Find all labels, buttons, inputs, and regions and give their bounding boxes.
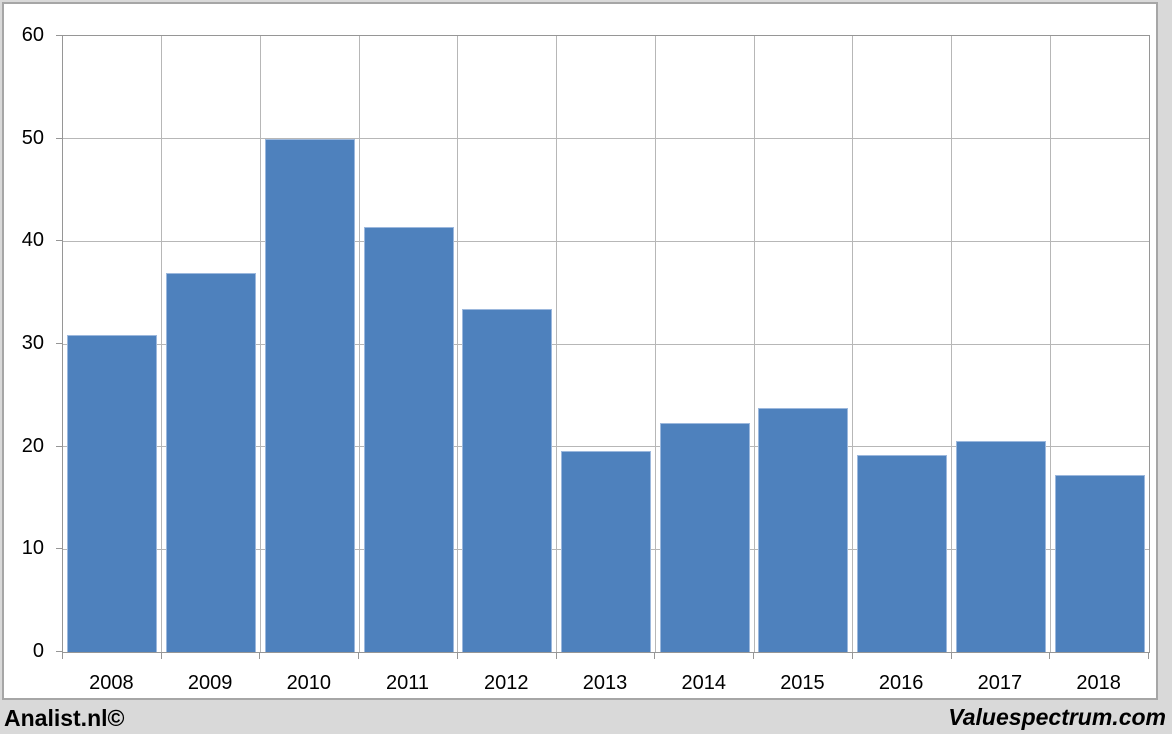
bar-2014 bbox=[659, 423, 750, 652]
v-gridline-8 bbox=[852, 36, 854, 652]
x-tick-label-2013: 2013 bbox=[582, 672, 628, 694]
h-gridline-50 bbox=[63, 138, 1149, 140]
x-tick-2 bbox=[259, 653, 260, 659]
bar-2018 bbox=[1054, 475, 1145, 652]
x-tick-label-2017: 2017 bbox=[977, 672, 1023, 694]
x-tick-label-2018: 2018 bbox=[1076, 672, 1121, 694]
x-tick-10 bbox=[1049, 653, 1050, 659]
bar-2009 bbox=[166, 273, 257, 652]
y-tick-label-60: 60 bbox=[21, 24, 44, 46]
analist-brand-label: Analist.nl© bbox=[4, 705, 125, 731]
x-tick-4 bbox=[457, 653, 458, 659]
y-tick-30 bbox=[56, 343, 62, 344]
plot-area bbox=[62, 35, 1150, 653]
x-tick-11 bbox=[1148, 653, 1149, 659]
y-tick-label-50: 50 bbox=[21, 126, 44, 149]
x-tick-label-2008: 2008 bbox=[89, 672, 134, 694]
x-tick-label-2011: 2011 bbox=[386, 672, 430, 694]
x-tick-1 bbox=[161, 653, 162, 659]
x-tick-label-2014: 2014 bbox=[681, 672, 726, 694]
bar-2013 bbox=[561, 451, 651, 652]
v-gridline-4 bbox=[457, 36, 459, 652]
x-tick-label-2016: 2016 bbox=[878, 672, 924, 694]
v-gridline-10 bbox=[1049, 36, 1051, 652]
x-tick-5 bbox=[556, 653, 557, 659]
h-gridline-30 bbox=[63, 343, 1149, 345]
x-tick-6 bbox=[654, 653, 655, 659]
y-tick-label-20: 20 bbox=[21, 434, 44, 457]
bar-2016 bbox=[857, 455, 948, 652]
y-tick-label-40: 40 bbox=[21, 229, 44, 252]
bar-2012 bbox=[462, 309, 553, 652]
y-tick-60 bbox=[56, 35, 62, 36]
v-gridline-1 bbox=[161, 36, 163, 652]
y-tick-label-0: 0 bbox=[32, 640, 44, 662]
bar-2015 bbox=[758, 408, 849, 652]
bar-2011 bbox=[363, 227, 454, 652]
y-tick-50 bbox=[56, 137, 62, 139]
bar-2010 bbox=[264, 139, 355, 652]
x-tick-label-2010: 2010 bbox=[286, 672, 332, 694]
valuespectrum-brand-label: Valuespectrum.com bbox=[948, 704, 1166, 730]
y-tick-10 bbox=[56, 548, 62, 550]
x-tick-label-2015: 2015 bbox=[780, 672, 825, 694]
x-tick-9 bbox=[951, 653, 952, 659]
v-gridline-7 bbox=[753, 36, 755, 652]
x-tick-label-2012: 2012 bbox=[484, 672, 529, 694]
h-gridline-20 bbox=[63, 446, 1149, 448]
v-gridline-2 bbox=[259, 36, 261, 652]
v-gridline-5 bbox=[556, 36, 558, 652]
v-gridline-6 bbox=[654, 36, 656, 652]
y-tick-20 bbox=[56, 445, 62, 447]
bar-2017 bbox=[955, 441, 1046, 652]
bar-2008 bbox=[67, 335, 158, 652]
x-tick-0 bbox=[62, 653, 63, 659]
y-tick-label-30: 30 bbox=[21, 332, 44, 354]
x-tick-7 bbox=[753, 653, 754, 659]
x-tick-8 bbox=[852, 653, 853, 659]
y-tick-label-10: 10 bbox=[21, 537, 44, 560]
y-tick-40 bbox=[56, 240, 62, 242]
h-gridline-40 bbox=[63, 240, 1149, 242]
v-gridline-9 bbox=[951, 36, 953, 652]
v-gridline-3 bbox=[358, 36, 360, 652]
y-tick-0 bbox=[56, 651, 62, 652]
x-tick-3 bbox=[358, 653, 359, 659]
x-tick-label-2009: 2009 bbox=[187, 672, 233, 694]
